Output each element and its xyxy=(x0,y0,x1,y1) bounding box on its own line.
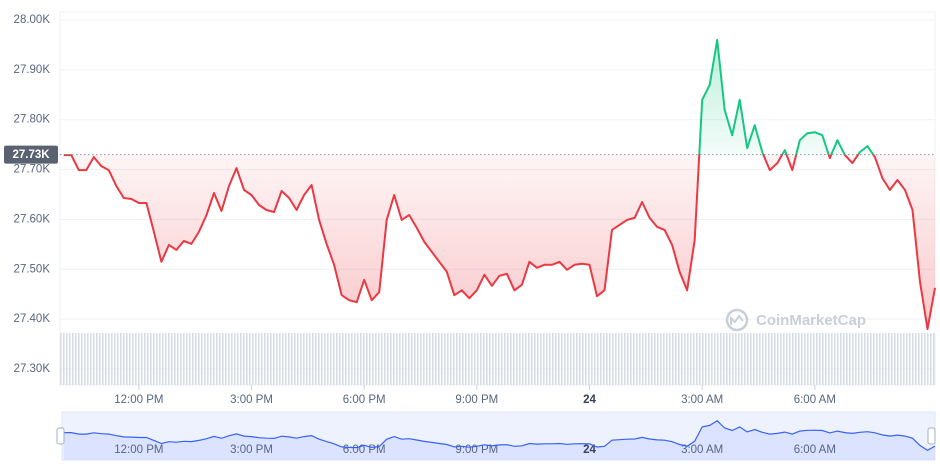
navigator-content: 12:00 PM 3:00 PM 6:00 PM 9:00 PM 24 3:00 AM 6:… xyxy=(63,420,936,460)
watermark-text: CoinMarketCap xyxy=(756,312,866,329)
x-tick-label: 9:00 PM xyxy=(455,394,498,406)
y-tick-label: 27.60K xyxy=(14,213,51,225)
navigator-area xyxy=(63,420,936,460)
y-tick-label: 27.40K xyxy=(14,313,51,325)
x-tick-label: 6:00 PM xyxy=(343,394,386,406)
reference-label: 27.73K xyxy=(12,149,50,161)
y-tick-label: 27.70K xyxy=(14,164,51,176)
y-tick-label: 27.30K xyxy=(14,363,51,375)
y-tick-label: 28.00K xyxy=(14,14,51,26)
navigator-handle-left[interactable] xyxy=(56,427,65,445)
navigator[interactable] xyxy=(61,411,936,461)
axis: 27.30K 27.40K 27.50K 27.60K 27.70K 27.80K 27.9… xyxy=(14,14,836,406)
reference-label-box xyxy=(4,145,58,164)
navigator-handle-right[interactable] xyxy=(927,427,936,445)
x-tick-label: 3:00 AM xyxy=(681,394,723,406)
watermark: CoinMarketCap xyxy=(725,308,866,332)
y-tick-label: 27.50K xyxy=(14,263,51,275)
navigator-tick-label: 3:00 AM xyxy=(681,444,723,456)
navigator-tick-label: 24 xyxy=(583,444,596,456)
navigator-line xyxy=(63,420,936,451)
x-tick-label: 3:00 PM xyxy=(230,394,273,406)
x-tick-label: 24 xyxy=(583,394,596,406)
price-area xyxy=(63,39,936,330)
series: 27.73K xyxy=(4,38,936,331)
navigator-tick-label: 3:00 PM xyxy=(230,444,273,456)
navigator-tick-label: 12:00 PM xyxy=(114,444,163,456)
x-tick-label: 6:00 AM xyxy=(794,394,836,406)
x-tick-label: 12:00 PM xyxy=(114,394,163,406)
volume-bars xyxy=(60,333,935,385)
y-tick-label: 27.90K xyxy=(14,64,51,76)
navigator-tick-label: 6:00 AM xyxy=(794,444,836,456)
price-line xyxy=(63,38,936,331)
y-tick-label: 27.80K xyxy=(14,114,51,126)
